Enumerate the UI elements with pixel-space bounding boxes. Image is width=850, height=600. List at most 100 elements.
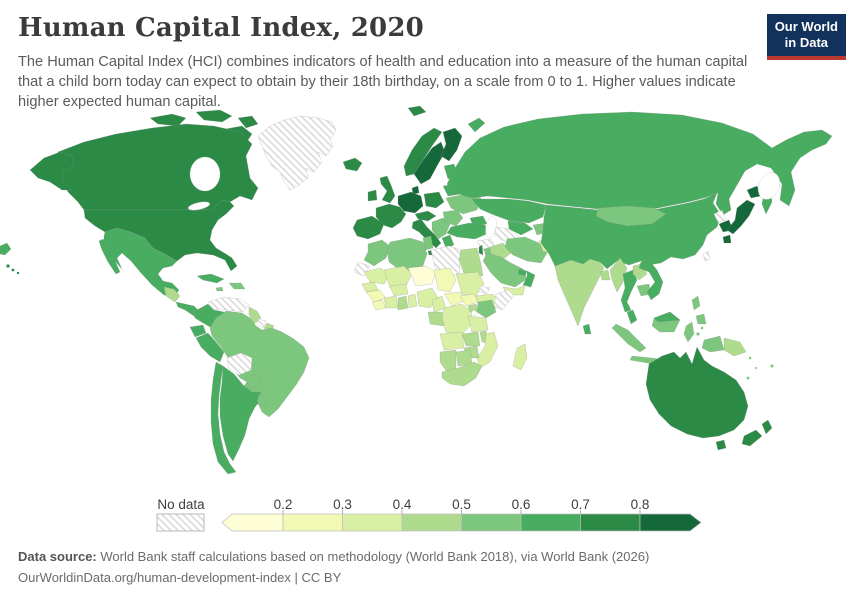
country-algeria[interactable]: [386, 237, 428, 275]
country-suriname[interactable]: [256, 318, 267, 329]
country-cuba[interactable]: [196, 273, 225, 284]
owid-logo[interactable]: Our World in Data: [766, 14, 846, 60]
country-namibia[interactable]: [439, 349, 457, 373]
country-papua-new-guinea[interactable]: [723, 337, 747, 357]
country-russia-east-fragment[interactable]: [0, 242, 12, 256]
country-togo-benin[interactable]: [407, 293, 418, 309]
country-tanzania[interactable]: [467, 315, 489, 333]
country-france[interactable]: [375, 203, 407, 229]
country-turkey[interactable]: [446, 222, 490, 240]
country-vanuatu[interactable]: [754, 366, 758, 370]
country-tasmania[interactable]: [715, 439, 727, 451]
country-mexico-baja[interactable]: [98, 238, 121, 275]
country-niger[interactable]: [407, 265, 437, 287]
country-chile[interactable]: [210, 361, 237, 475]
country-norway[interactable]: [403, 127, 443, 177]
country-oman[interactable]: [522, 270, 536, 288]
country-philippines-luzon[interactable]: [691, 295, 701, 311]
country-somalia[interactable]: [493, 289, 515, 311]
country-laos[interactable]: [632, 263, 648, 281]
country-usa-hawaii3[interactable]: [16, 271, 20, 275]
country-malaysia-borneo[interactable]: [653, 311, 681, 323]
country-vietnam[interactable]: [638, 259, 664, 301]
country-novaya-zemlya[interactable]: [467, 117, 486, 133]
country-svalbard[interactable]: [407, 105, 427, 117]
country-paraguay[interactable]: [244, 373, 262, 390]
country-central-america[interactable]: [163, 286, 181, 303]
country-bolivia[interactable]: [226, 352, 253, 376]
country-hispaniola[interactable]: [228, 282, 246, 290]
footer-owid-link[interactable]: OurWorldinData.org/human-development-ind…: [18, 570, 291, 586]
country-brazil[interactable]: [209, 310, 310, 418]
country-finland[interactable]: [440, 127, 463, 162]
country-madagascar[interactable]: [512, 343, 528, 371]
country-ireland[interactable]: [367, 189, 378, 202]
country-bangladesh[interactable]: [599, 269, 611, 281]
country-malaysia[interactable]: [626, 309, 638, 325]
country-guinea[interactable]: [365, 289, 387, 303]
country-kenya[interactable]: [476, 299, 497, 319]
country-canada-arctic3[interactable]: [237, 115, 259, 129]
country-peru[interactable]: [195, 332, 225, 363]
country-gabon-congo[interactable]: [427, 311, 445, 327]
country-argentina[interactable]: [219, 365, 264, 462]
country-cote-divoire[interactable]: [383, 295, 399, 309]
country-jamaica[interactable]: [215, 286, 224, 292]
country-japan-kyushu[interactable]: [722, 234, 732, 244]
country-drc[interactable]: [441, 303, 473, 337]
country-senegal[interactable]: [361, 281, 379, 293]
country-usa-alaska[interactable]: [29, 151, 75, 191]
country-mali[interactable]: [383, 265, 413, 289]
country-austria-czechia[interactable]: [414, 210, 437, 222]
country-new-zealand-south[interactable]: [741, 429, 763, 447]
country-usa-hawaii2[interactable]: [11, 268, 15, 272]
country-sulawesi[interactable]: [683, 321, 695, 343]
country-philippines-mindanao[interactable]: [695, 313, 707, 325]
country-chad[interactable]: [433, 267, 457, 293]
country-russia[interactable]: [446, 111, 833, 216]
country-mongolia[interactable]: [595, 205, 667, 227]
country-angola[interactable]: [439, 331, 465, 351]
country-greece[interactable]: [441, 234, 455, 249]
country-egypt[interactable]: [458, 247, 484, 277]
country-kazakhstan[interactable]: [471, 198, 547, 224]
country-thailand[interactable]: [620, 269, 638, 313]
country-burkina-faso[interactable]: [389, 283, 409, 297]
country-mexico[interactable]: [103, 227, 180, 298]
country-ghana[interactable]: [397, 295, 409, 311]
country-spain-portugal[interactable]: [352, 215, 385, 240]
country-canada[interactable]: [55, 123, 259, 211]
country-uzbekistan[interactable]: [507, 220, 534, 236]
country-sierra-leone-liberia[interactable]: [371, 299, 387, 311]
country-maluku1[interactable]: [696, 332, 700, 336]
country-sumatra[interactable]: [611, 323, 647, 353]
country-tunisia[interactable]: [422, 235, 434, 251]
country-saudi-arabia[interactable]: [482, 252, 528, 288]
country-eritrea[interactable]: [478, 285, 491, 295]
country-china[interactable]: [540, 192, 722, 270]
country-zambia[interactable]: [461, 331, 481, 347]
country-greenland[interactable]: [257, 115, 337, 191]
country-iran[interactable]: [504, 236, 548, 264]
country-balkans[interactable]: [431, 217, 451, 240]
country-india[interactable]: [554, 258, 605, 327]
country-north-korea[interactable]: [713, 209, 727, 223]
country-iceland[interactable]: [342, 157, 363, 172]
country-uk[interactable]: [379, 175, 396, 204]
country-denmark[interactable]: [411, 185, 420, 195]
country-australia[interactable]: [645, 346, 749, 439]
country-canada-arctic2[interactable]: [195, 109, 233, 123]
country-taiwan[interactable]: [702, 250, 711, 262]
country-mozambique[interactable]: [476, 331, 499, 369]
country-canada-arctic1[interactable]: [149, 113, 187, 127]
country-romania-bulgaria[interactable]: [442, 209, 464, 227]
country-fiji[interactable]: [770, 364, 774, 368]
country-west-papua[interactable]: [701, 335, 725, 353]
country-maluku2[interactable]: [700, 326, 704, 330]
country-new-caledonia[interactable]: [746, 376, 750, 380]
country-japan-honshu[interactable]: [726, 199, 756, 235]
country-new-zealand-north[interactable]: [761, 419, 773, 435]
country-israel[interactable]: [478, 244, 484, 256]
country-uruguay[interactable]: [256, 393, 269, 407]
country-poland[interactable]: [423, 191, 445, 209]
